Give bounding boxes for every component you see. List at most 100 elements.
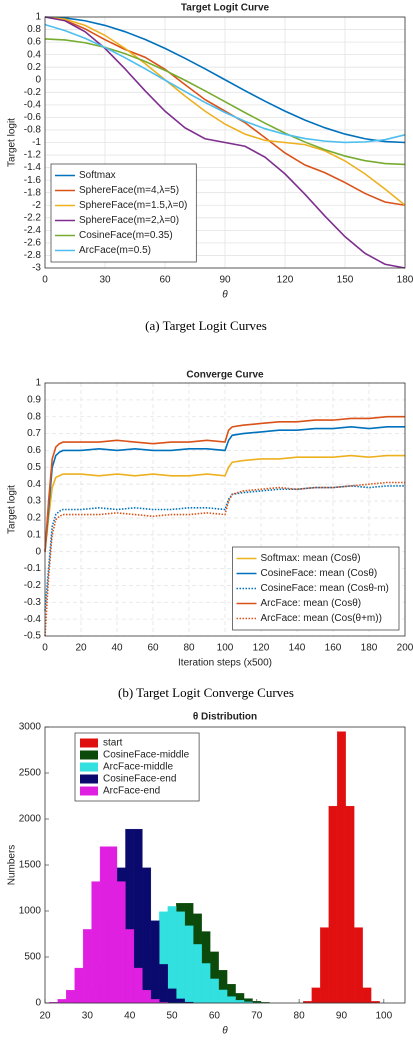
y-tick-label: 1000	[19, 906, 42, 917]
x-axis-label: θ	[222, 1026, 228, 1037]
bar	[125, 929, 135, 1004]
axes-box	[44, 726, 406, 1004]
x-tick-label: 70	[251, 1011, 263, 1022]
line	[44, 454, 405, 552]
x-tick-label: 140	[289, 643, 306, 654]
x-tick-label: 100	[217, 643, 234, 654]
legend-label: CosineFace(m=0.35)	[79, 230, 173, 241]
axes-box	[44, 16, 406, 269]
bar	[116, 881, 126, 1004]
bar	[66, 989, 75, 1004]
legend-swatch	[80, 738, 98, 748]
y-tick-label: -1	[32, 137, 41, 148]
bar	[235, 1000, 245, 1004]
bar	[108, 846, 118, 1004]
bar	[57, 999, 67, 1004]
y-tick-label: -0.3	[24, 597, 42, 608]
bar	[142, 989, 152, 1004]
y-tick-label: 0.2	[27, 62, 41, 73]
legend-label: CosineFace: mean (Cosθ)	[261, 568, 378, 579]
x-tick-label: 200	[397, 643, 413, 654]
bar	[150, 920, 160, 1004]
y-axis-label: Target logit	[7, 485, 18, 534]
y-tick-label: 0.8	[27, 411, 41, 422]
legend-label: ArcFace(m=0.5)	[79, 245, 151, 256]
y-tick-label: 0.1	[27, 529, 41, 540]
x-tick-label: 100	[375, 1011, 392, 1022]
bar	[345, 805, 355, 1004]
bar	[354, 927, 363, 1004]
y-tick-label: 1	[35, 12, 41, 23]
legend-label: ArcFace-end	[103, 786, 160, 797]
y-tick-label: 0	[35, 74, 41, 85]
chart-title: Target Logit Curve	[181, 3, 270, 14]
x-tick-label: 180	[397, 275, 413, 286]
y-tick-label: -1.6	[24, 175, 42, 186]
x-axis-label: θ	[222, 290, 228, 301]
y-tick-label: 500	[24, 952, 41, 963]
y-tick-label: -1.2	[24, 150, 42, 161]
y-tick-label: -2	[32, 200, 41, 211]
bar	[167, 906, 177, 1004]
legend-label: CosineFace-end	[103, 774, 176, 785]
y-tick-label: 1	[35, 378, 41, 389]
bar	[328, 805, 338, 1004]
y-tick-label: -1.4	[24, 162, 42, 173]
bar	[142, 867, 152, 1004]
y-tick-label: 0.7	[27, 428, 41, 439]
x-tick-label: 40	[111, 643, 123, 654]
bar	[320, 927, 329, 1004]
line	[44, 16, 406, 207]
legend-swatch	[80, 774, 98, 784]
x-tick-label: 90	[336, 1011, 348, 1022]
line	[44, 481, 405, 637]
y-tick-label: -2.2	[24, 212, 42, 223]
legend-label: SphereFace(m=1.5,λ=0)	[79, 200, 187, 211]
x-tick-label: 20	[75, 643, 87, 654]
legend-label: start	[103, 738, 123, 749]
caption: (a) Target Logit Curves	[145, 318, 267, 333]
bar	[159, 964, 168, 1004]
legend-box	[232, 546, 400, 631]
y-tick-label: -1.8	[24, 187, 42, 198]
y-tick-label: -0.4	[24, 99, 42, 110]
legend-label: Softmax	[79, 170, 116, 181]
bar	[210, 978, 219, 1004]
legend-label: Softmax: mean (Cosθ)	[261, 553, 361, 564]
y-tick-label: 3000	[19, 722, 42, 733]
y-tick-label: -2.6	[24, 238, 42, 249]
y-tick-label: -0.2	[24, 580, 42, 591]
legend-swatch	[80, 786, 98, 796]
bar	[82, 929, 92, 1004]
y-tick-label: 1500	[19, 860, 42, 871]
x-tick-label: 40	[124, 1011, 136, 1022]
legend-label: ArcFace: mean (Cos(θ+m))	[261, 613, 382, 624]
x-tick-label: 60	[159, 275, 171, 286]
line	[44, 415, 405, 552]
y-tick-label: 0.5	[27, 462, 41, 473]
x-tick-label: 30	[99, 275, 111, 286]
y-tick-label: -0.6	[24, 112, 42, 123]
x-axis-label: Iteration steps (x500)	[178, 658, 272, 669]
y-tick-label: 0.2	[27, 513, 41, 524]
bar	[201, 963, 211, 1004]
x-tick-label: 160	[325, 643, 342, 654]
legend-label: ArcFace: mean (Cosθ)	[261, 598, 362, 609]
bar	[150, 999, 160, 1004]
bar	[337, 731, 346, 1004]
x-tick-label: 90	[219, 275, 231, 286]
x-tick-label: 60	[209, 1011, 221, 1022]
caption: (b) Target Logit Converge Curves	[118, 685, 294, 700]
y-tick-label: -0.1	[24, 563, 42, 574]
x-tick-label: 180	[361, 643, 378, 654]
y-tick-label: -0.4	[24, 614, 42, 625]
y-tick-label: 2000	[19, 814, 42, 825]
bar	[74, 967, 84, 1004]
y-tick-label: 0	[35, 998, 41, 1009]
legend-swatch	[80, 762, 98, 772]
x-tick-label: 120	[277, 275, 294, 286]
legend-swatch	[80, 750, 98, 760]
y-tick-label: -2.8	[24, 250, 42, 261]
bar	[218, 989, 228, 1004]
